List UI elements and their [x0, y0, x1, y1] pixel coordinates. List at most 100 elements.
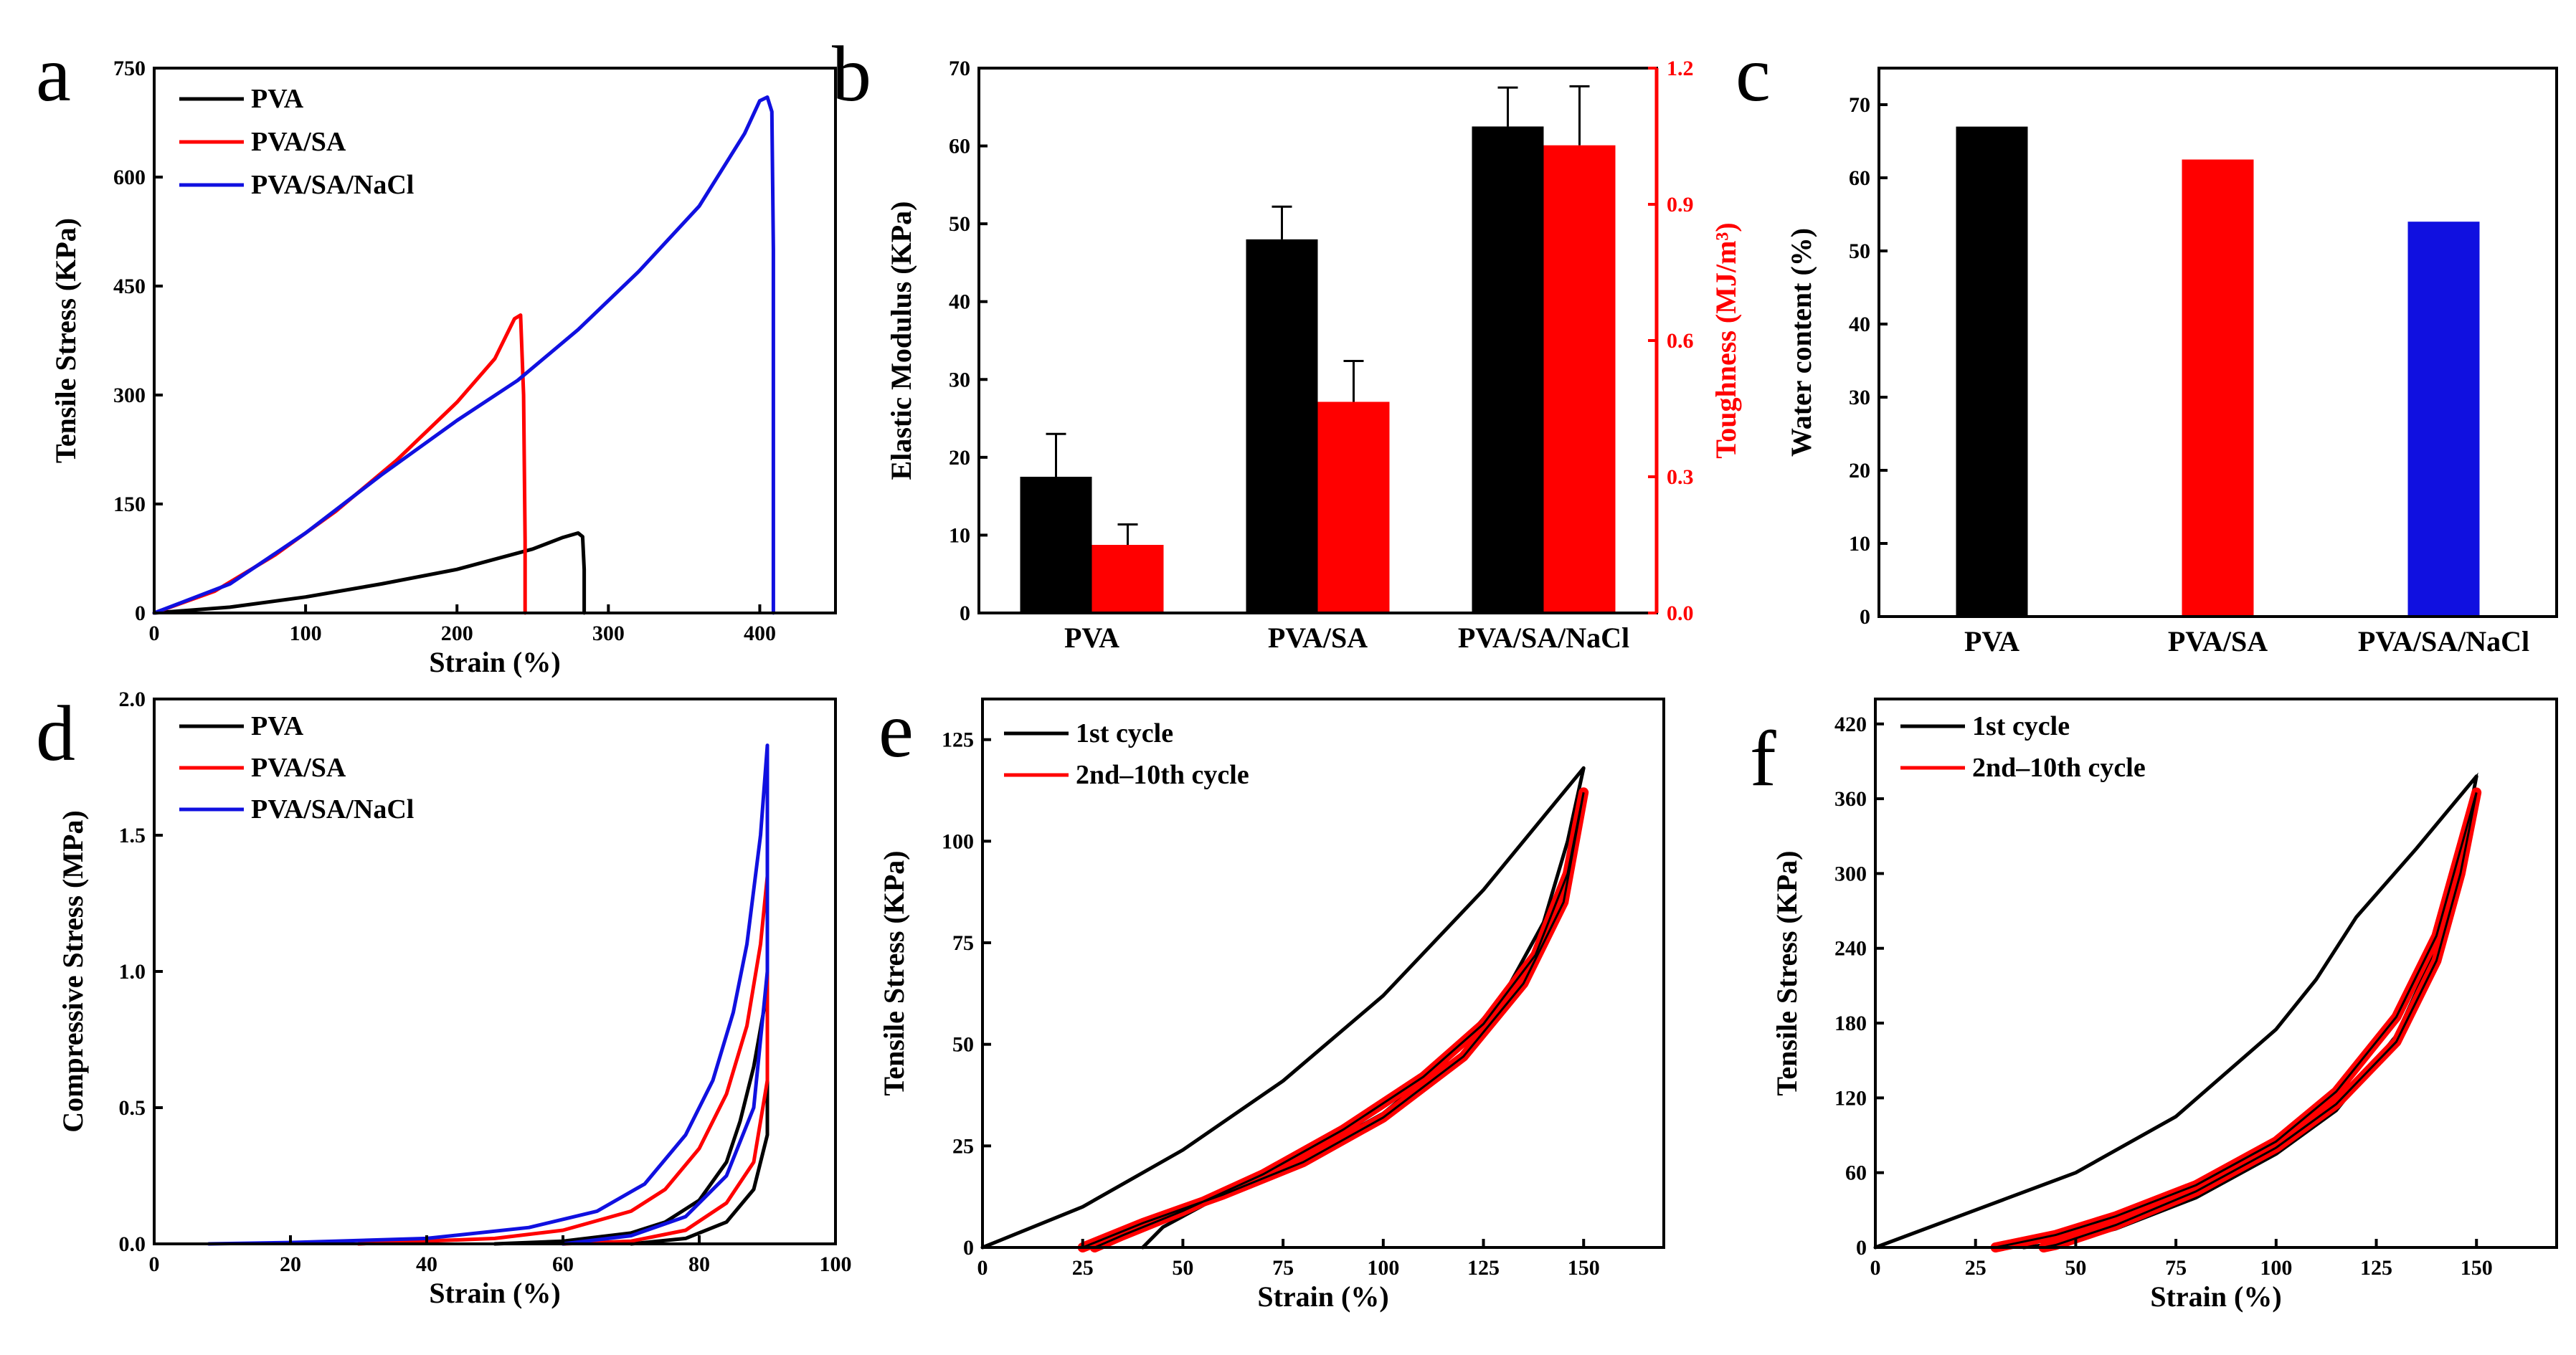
y-tick-label-d: 0.0: [119, 1232, 146, 1256]
bar-b-0-0: [1020, 477, 1092, 613]
y-tick-label-f: 60: [1845, 1161, 1867, 1185]
x-tick-label-f: 75: [2165, 1256, 2187, 1280]
x-tick-label-d: 80: [688, 1252, 710, 1276]
x-axis-title-f: Strain (%): [2150, 1280, 2281, 1313]
y-axis-title-d: Compressive Stress (MPa): [57, 810, 89, 1133]
panel-letter-e: e: [879, 686, 914, 774]
y-tick-label-c: 60: [1849, 166, 1870, 190]
bar-c-0: [1956, 126, 2028, 617]
y2-tick-label-b: 0.0: [1667, 602, 1694, 625]
x-tick-label-a: 0: [149, 622, 160, 645]
y-axis-title-f: Tensile Stress (KPa): [1771, 850, 1803, 1095]
x-tick-label-f: 0: [1870, 1256, 1881, 1280]
panel-letter-b: b: [832, 30, 871, 118]
bar-b-0-1: [1246, 239, 1318, 613]
y-tick-label-c: 0: [1860, 605, 1870, 629]
series-line-a-1: [152, 313, 527, 615]
legend-label-a-2: PVA/SA/NaCl: [251, 170, 414, 200]
series-line-d-0: [493, 989, 770, 1246]
y-tick-label-b: 10: [949, 523, 970, 547]
x-tick-label-a: 400: [744, 622, 776, 645]
category-label-c-1: PVA/SA: [2168, 625, 2268, 657]
y-tick-label-a: 150: [113, 493, 146, 516]
x-tick-label-e: 0: [977, 1256, 988, 1280]
y2-tick-label-b: 0.3: [1667, 465, 1694, 489]
y-tick-label-c: 10: [1849, 532, 1870, 556]
chart-panel-b: PVA PVA/SA PVA/SA/NaCl 0 10 20 30 40 50 60 70 0.0 0.…: [832, 30, 1742, 654]
y-tick-label-b: 20: [949, 446, 970, 470]
y-axis-title-a: Tensile Stress (KPa): [49, 218, 82, 463]
y-axis-title-c: Water content (%): [1785, 228, 1817, 457]
x-axis-title-e: Strain (%): [1257, 1280, 1388, 1313]
chart-panel-c: PVA PVA/SA PVA/SA/NaCl 0 10 20 30 40 50 60 70 Water…: [1736, 30, 2558, 657]
y-axis-title-e: Tensile Stress (KPa): [878, 850, 910, 1095]
chart-panel-a: 0 100 200 300 400 0 150 300 450 600 750 Strain (%) T…: [36, 30, 837, 678]
legend-label-a-0: PVA: [251, 84, 304, 114]
category-label-b-2: PVA/SA/NaCl: [1458, 622, 1629, 654]
legend-label-e-1: 2nd–10th cycle: [1076, 760, 1249, 790]
y-tick-label-f: 300: [1834, 862, 1867, 885]
x-tick-label-d: 20: [280, 1252, 301, 1276]
legend-label-d-0: PVA: [251, 711, 304, 741]
series-line-d-1: [356, 874, 770, 1246]
series-line-a-2: [152, 95, 775, 615]
bar-b-0-2: [1472, 126, 1544, 613]
bar-c-1: [2182, 159, 2254, 617]
x-tick-label-e: 125: [1467, 1256, 1500, 1280]
y-tick-label-f: 180: [1834, 1012, 1867, 1035]
x-tick-label-f: 100: [2260, 1256, 2292, 1280]
category-label-c-0: PVA: [1964, 625, 2019, 657]
bar-b-1-0: [1092, 545, 1164, 613]
x-tick-label-d: 0: [149, 1252, 160, 1276]
y-tick-label-f: 0: [1856, 1236, 1867, 1260]
series-line-f-0: [1873, 774, 2478, 1250]
x-tick-label-d: 40: [416, 1252, 437, 1276]
y-tick-label-c: 30: [1849, 386, 1870, 409]
plot-frame-a: [153, 67, 837, 614]
y-tick-label-a: 300: [113, 384, 146, 407]
y-tick-label-f: 240: [1834, 937, 1867, 961]
plot-frame-e: [981, 698, 1665, 1249]
x-tick-label-f: 25: [1965, 1256, 1987, 1280]
y-tick-label-a: 600: [113, 166, 146, 189]
y-tick-label-d: 0.5: [119, 1096, 146, 1120]
series-line-a-0: [152, 531, 587, 615]
y-tick-label-e: 25: [952, 1134, 974, 1158]
y-tick-label-e: 75: [952, 931, 974, 955]
x-tick-label-e: 75: [1272, 1256, 1294, 1280]
legend-label-f-1: 2nd–10th cycle: [1972, 753, 2146, 783]
x-tick-label-d: 100: [820, 1252, 852, 1276]
y-tick-label-e: 0: [963, 1236, 974, 1260]
legend-label-f-0: 1st cycle: [1972, 711, 2070, 741]
x-axis-title-a: Strain (%): [429, 646, 560, 678]
y-tick-label-c: 40: [1849, 313, 1870, 336]
y-tick-label-a: 750: [113, 57, 146, 80]
y-tick-label-e: 50: [952, 1033, 974, 1057]
y-tick-label-b: 50: [949, 212, 970, 236]
y-tick-label-e: 100: [942, 829, 974, 853]
x-tick-label-f: 50: [2065, 1256, 2086, 1280]
y-tick-label-f: 120: [1834, 1086, 1867, 1110]
category-label-b-1: PVA/SA: [1268, 622, 1368, 654]
x-tick-label-e: 25: [1072, 1256, 1094, 1280]
legend-label-d-2: PVA/SA/NaCl: [251, 794, 414, 824]
y-tick-label-b: 70: [949, 57, 970, 80]
legend-label-e-0: 1st cycle: [1076, 718, 1173, 748]
y-tick-label-d: 2.0: [119, 688, 146, 711]
y-tick-label-d: 1.0: [119, 960, 146, 984]
y-tick-label-c: 50: [1849, 239, 1870, 263]
bar-c-2: [2407, 222, 2480, 617]
y-tick-label-f: 420: [1834, 713, 1867, 736]
legend-label-a-1: PVA/SA: [251, 127, 346, 157]
y-tick-label-b: 60: [949, 135, 970, 158]
y-tick-label-c: 20: [1849, 459, 1870, 482]
category-label-b-0: PVA: [1064, 622, 1119, 654]
panel-letter-f: f: [1750, 715, 1776, 802]
y-tick-label-b: 30: [949, 368, 970, 391]
category-label-c-2: PVA/SA/NaCl: [2358, 625, 2529, 657]
x-tick-label-a: 200: [441, 622, 473, 645]
x-tick-label-a: 100: [290, 622, 322, 645]
y2-tick-label-b: 1.2: [1667, 57, 1694, 80]
y-tick-label-e: 125: [942, 728, 974, 752]
